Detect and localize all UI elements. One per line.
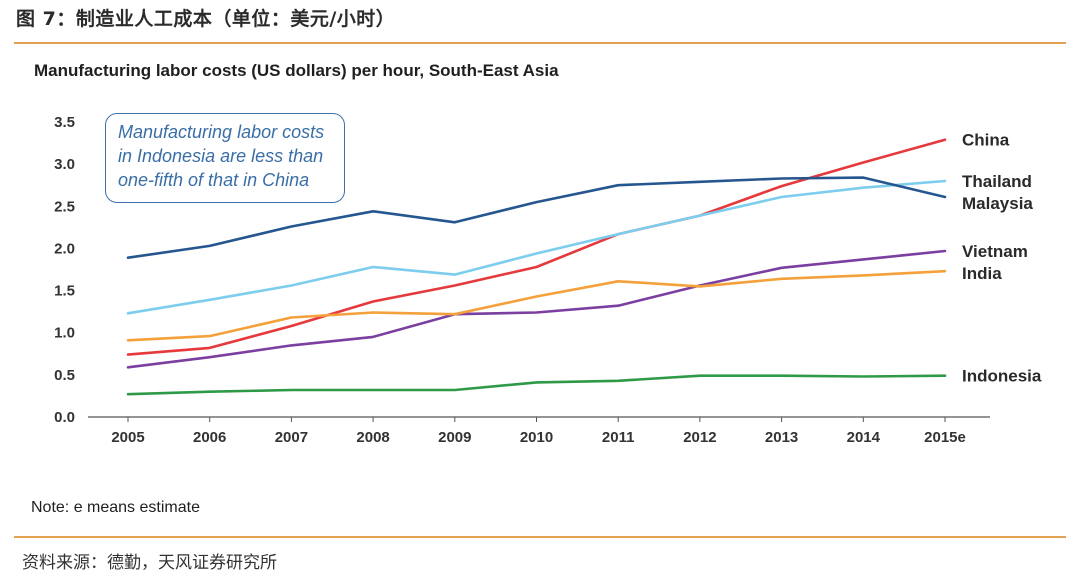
top-divider: [14, 42, 1066, 44]
x-tick-label: 2015e: [924, 429, 966, 446]
x-tick-label: 2009: [438, 429, 471, 446]
x-tick-label: 2011: [602, 429, 635, 446]
series-label-malaysia: Malaysia: [962, 194, 1033, 213]
chart-title: Manufacturing labor costs (US dollars) p…: [34, 61, 559, 80]
x-tick-label: 2005: [111, 429, 144, 446]
series-label-vietnam: Vietnam: [962, 242, 1028, 261]
annotation-line: in Indonesia are less than: [118, 146, 324, 166]
y-tick-label: 2.5: [54, 198, 75, 215]
series-label-thailand: Thailand: [962, 172, 1032, 191]
x-tick-label: 2012: [683, 429, 716, 446]
annotation-line: one-fifth of that in China: [118, 170, 310, 190]
y-tick-label: 3.5: [54, 114, 75, 131]
x-tick-label: 2007: [275, 429, 308, 446]
y-tick-label: 0.0: [54, 409, 75, 426]
x-tick-label: 2006: [193, 429, 226, 446]
y-tick-label: 3.0: [54, 156, 75, 173]
bottom-divider: [14, 536, 1066, 538]
series-line-india: [126, 269, 947, 342]
series-line-vietnam: [126, 249, 947, 369]
x-tick-label: 2010: [520, 429, 553, 446]
series-line-indonesia: [126, 374, 947, 396]
chart-note: Note: e means estimate: [31, 499, 200, 516]
annotation-line: Manufacturing labor costs: [118, 122, 325, 142]
y-tick-label: 2.0: [54, 240, 75, 257]
x-tick-label: 2013: [765, 429, 798, 446]
annotation-text: Manufacturing labor costs in Indonesia a…: [118, 120, 343, 192]
x-tick-label: 2008: [356, 429, 389, 446]
series-label-china: China: [962, 131, 1010, 150]
x-tick-label: 2014: [847, 429, 881, 446]
series-line-thailand: [126, 179, 947, 315]
y-tick-label: 1.0: [54, 325, 75, 342]
y-tick-label: 1.5: [54, 283, 75, 300]
annotation-box: [105, 113, 345, 203]
figure-title: 图 7：制造业人工成本（单位：美元/小时）: [16, 8, 396, 30]
y-tick-label: 0.5: [54, 367, 75, 384]
source-text: 资料来源：德勤，天风证券研究所: [22, 553, 277, 573]
series-label-india: India: [962, 264, 1002, 283]
series-line-malaysia: [126, 176, 947, 260]
series-label-indonesia: Indonesia: [962, 367, 1042, 386]
